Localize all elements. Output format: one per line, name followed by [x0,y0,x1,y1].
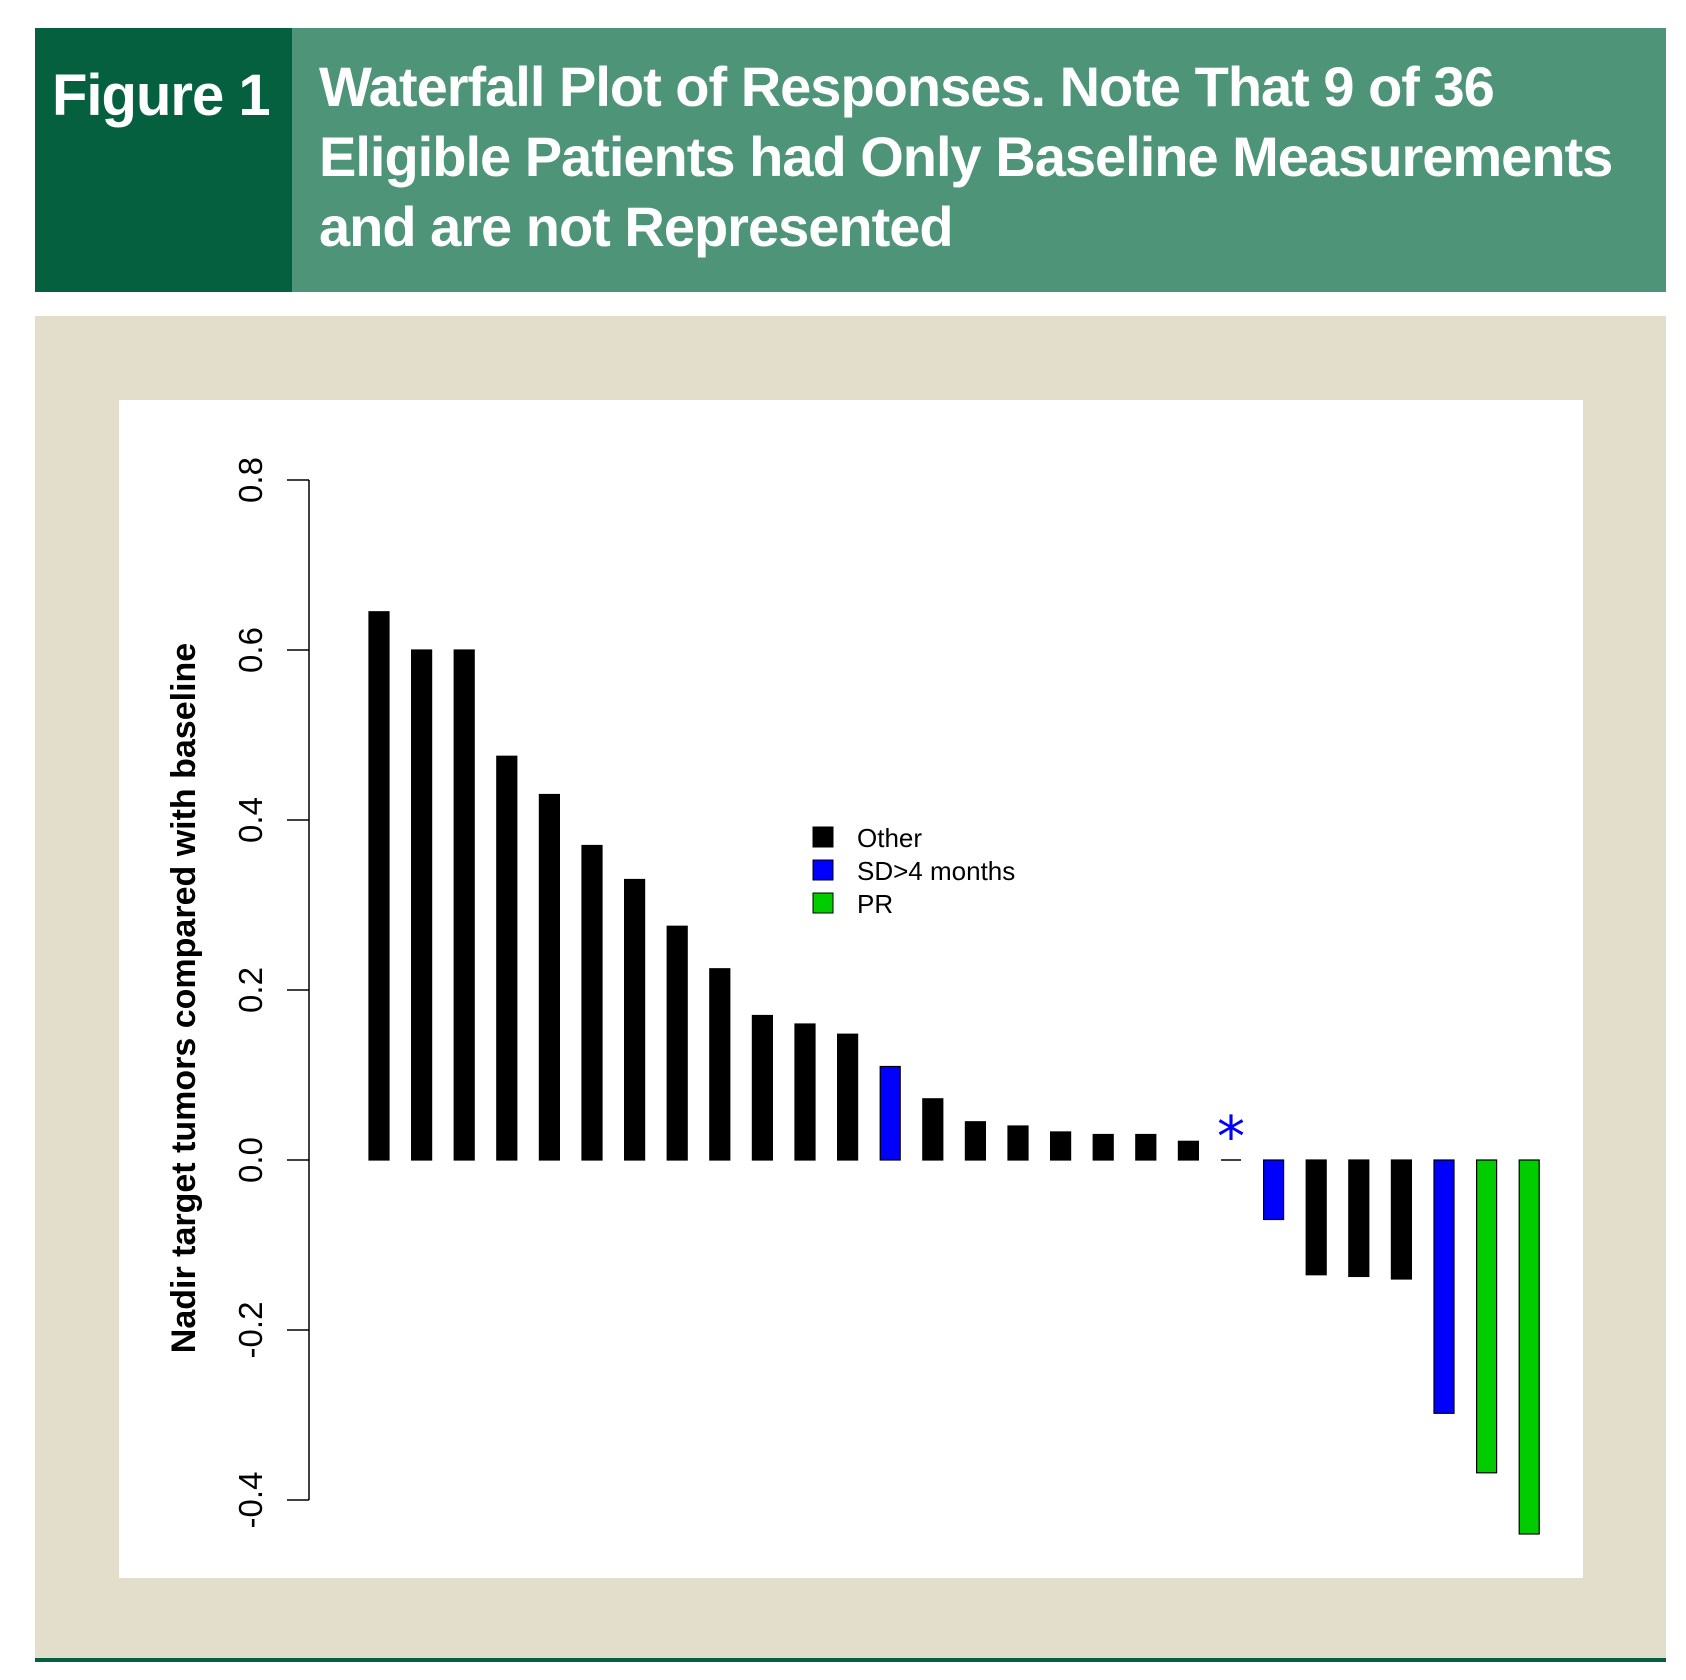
bar [751,1014,774,1161]
legend-label: SD>4 months [857,856,1015,886]
bar [1518,1159,1540,1535]
bar [1092,1133,1114,1161]
legend-swatch [812,826,834,848]
legend-swatch [812,892,834,914]
bar [922,1098,944,1161]
bar [538,793,560,1161]
bar [1433,1159,1455,1414]
bar [1475,1159,1498,1474]
bar [836,1033,859,1161]
bar [1390,1159,1413,1280]
bar [1348,1159,1370,1278]
plot-area: -0.4 -0.2 0.0 0.2 0.4 0.6 0.8 Nadir target tumo… [119,400,1583,1578]
y-tick-label: 0.6 [232,627,269,673]
bar [964,1121,987,1161]
bar [1177,1140,1200,1161]
y-tick-label: 0.4 [232,797,269,843]
bar [1135,1133,1157,1161]
y-tick-label: 0.0 [232,1137,269,1183]
y-axis-title: Nadir target tumors compared with baseli… [165,643,203,1353]
bar [709,968,731,1161]
bar [581,844,603,1161]
waterfall-chart: -0.4 -0.2 0.0 0.2 0.4 0.6 0.8 Nadir target tumo… [165,457,1540,1535]
figure-label: Figure 1 [35,28,292,292]
asterisk-marker: * [1217,1105,1245,1170]
bar [1007,1125,1029,1161]
y-tick-label: -0.2 [232,1302,269,1359]
figure-header: Figure 1 Waterfall Plot of Responses. No… [35,28,1666,292]
bar [879,1065,901,1161]
bar [794,1023,816,1161]
bar [496,755,518,1161]
bar [453,649,475,1161]
legend-label: PR [857,889,893,919]
bar [411,649,433,1161]
legend-label: Other [857,823,922,853]
bar [1049,1131,1072,1161]
bar [666,925,688,1161]
bar [624,878,646,1161]
bottom-rule [35,1658,1666,1662]
bar [368,611,390,1161]
bar [1305,1159,1327,1276]
legend-swatch [812,859,834,881]
y-tick-label: 0.2 [232,967,269,1013]
figure-title: Waterfall Plot of Responses. Note That 9… [292,28,1666,292]
y-tick-label: -0.4 [232,1472,269,1529]
y-tick-label: 0.8 [232,457,269,503]
bar [1262,1159,1285,1221]
